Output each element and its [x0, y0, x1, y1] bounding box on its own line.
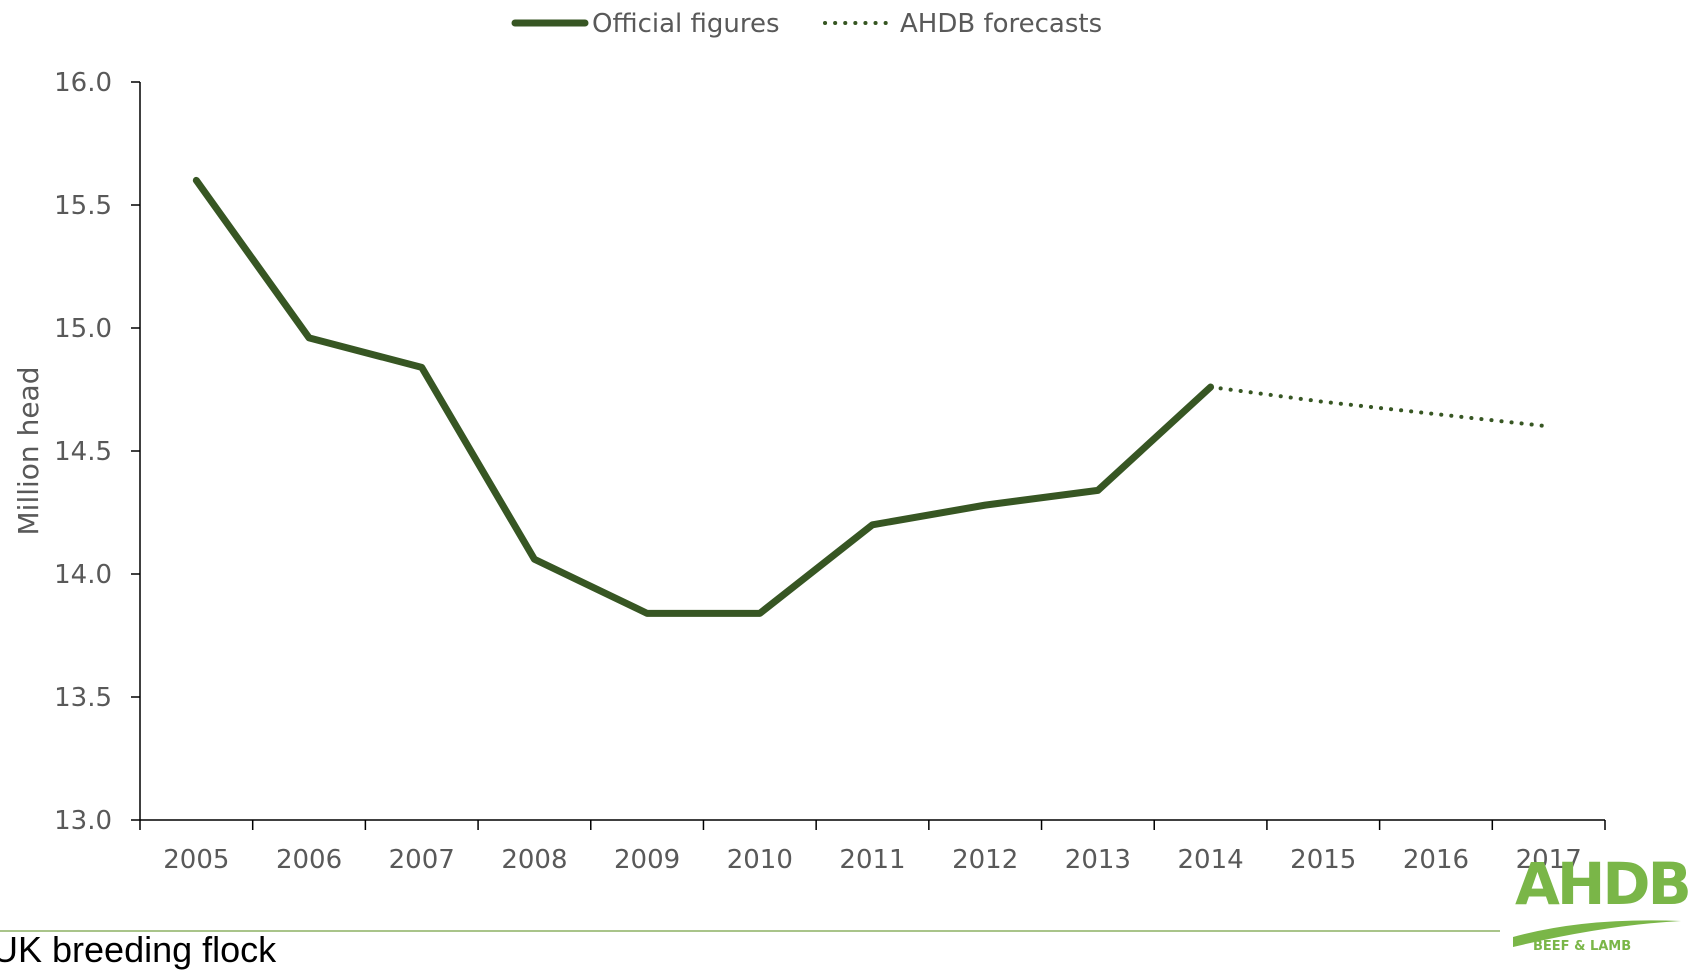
y-axis-title: Million head — [12, 367, 45, 536]
x-tick-label: 2007 — [389, 845, 455, 875]
ahdb-logo: AHDB BEEF & LAMB — [1505, 855, 1690, 955]
x-tick-label: 2009 — [614, 845, 680, 875]
x-tick-label: 2005 — [163, 845, 229, 875]
x-tick-label: 2011 — [839, 845, 905, 875]
logo-subtext: BEEF & LAMB — [1533, 940, 1631, 953]
axes: 13.0 13.5 14.0 14.5 15.0 15.5 16.0 2005 2006 2007… — [54, 68, 1605, 875]
y-tick-label: 14.0 — [54, 560, 112, 590]
x-tick-label: 2012 — [952, 845, 1018, 875]
y-tick-label: 15.0 — [54, 314, 112, 344]
x-tick-label: 2013 — [1065, 845, 1131, 875]
legend-label: AHDB forecasts — [900, 9, 1102, 39]
x-tick-label: 2010 — [727, 845, 793, 875]
x-tick-label: 2014 — [1177, 845, 1243, 875]
y-tick-label: 13.0 — [54, 806, 112, 836]
x-tick-label: 2008 — [501, 845, 567, 875]
x-tick-label: 2016 — [1403, 845, 1469, 875]
y-tick-label: 15.5 — [54, 191, 112, 221]
chart-caption: UK breeding flock — [0, 932, 276, 968]
y-tick-label: 13.5 — [54, 683, 112, 713]
series-layer — [196, 180, 1549, 613]
legend-label: Official figures — [592, 9, 780, 39]
legend: Official figures AHDB forecasts — [515, 9, 1102, 39]
y-tick-label: 16.0 — [54, 68, 112, 98]
x-tick-label: 2006 — [276, 845, 342, 875]
series-line-official — [196, 180, 1210, 613]
x-tick-label: 2015 — [1290, 845, 1356, 875]
series-line-forecast — [1211, 387, 1549, 426]
y-tick-label: 14.5 — [54, 437, 112, 467]
